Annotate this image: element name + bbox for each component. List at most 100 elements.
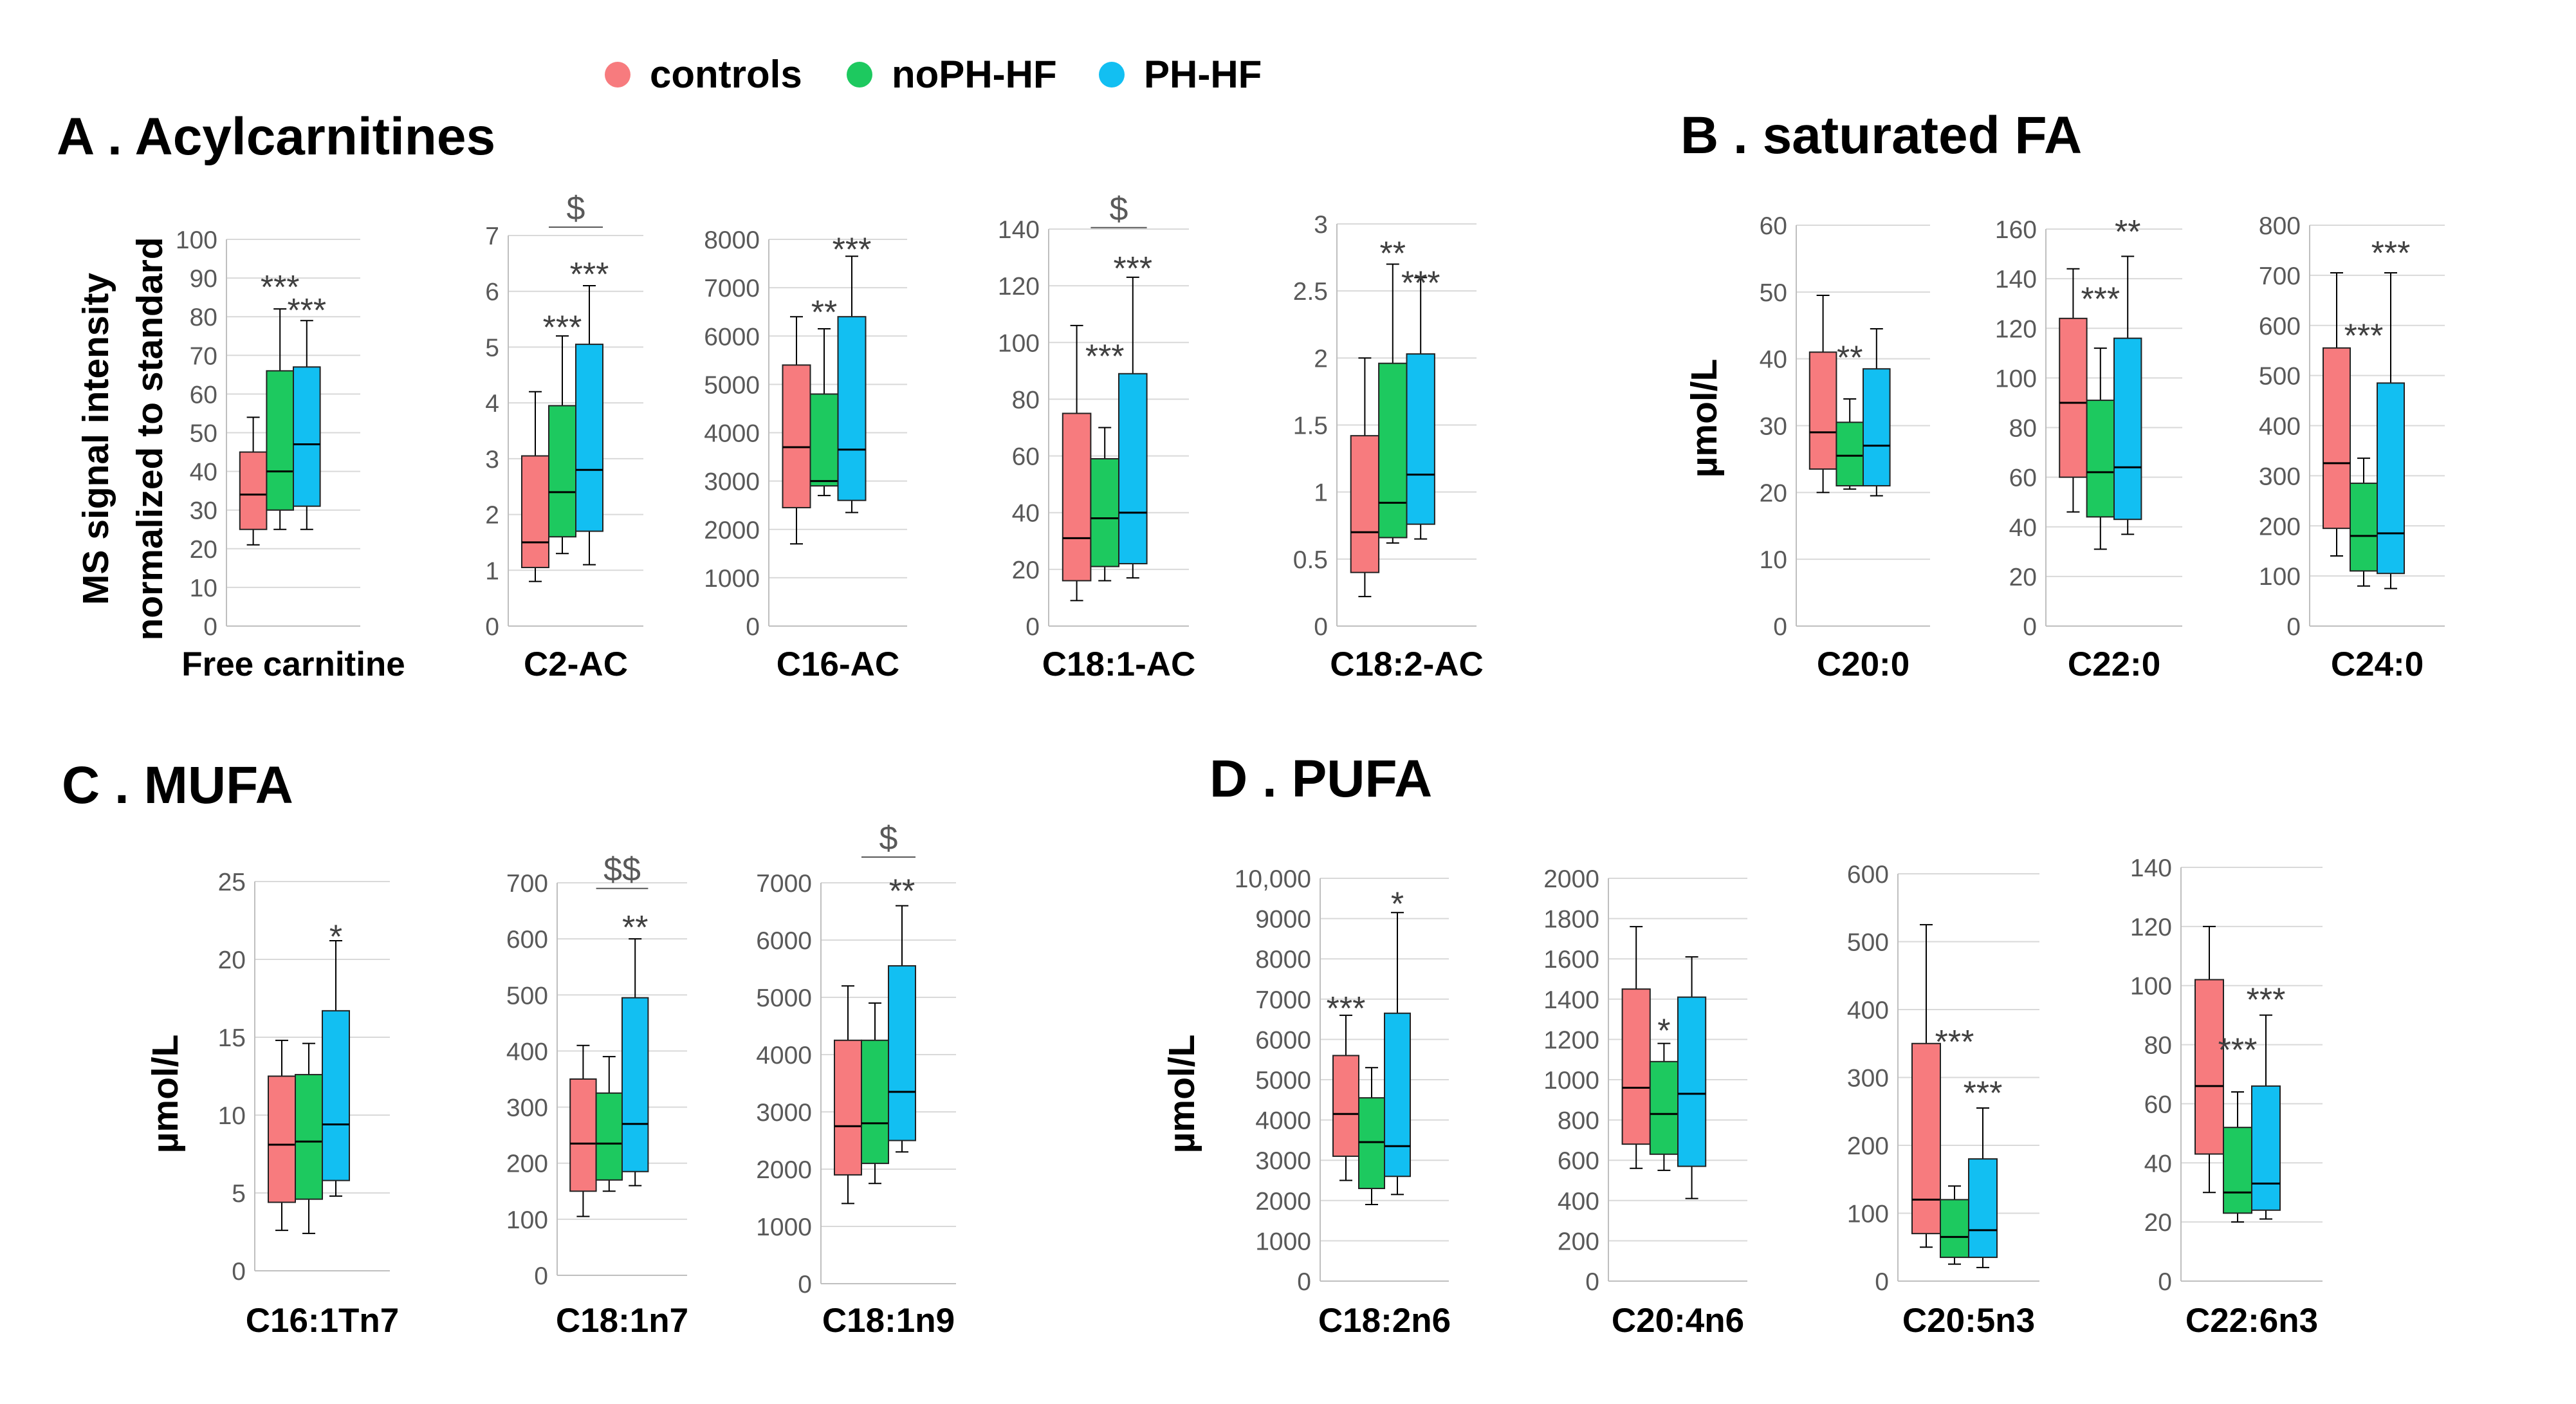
y-tick-label: 120: [2130, 914, 2172, 941]
category-label-c18-1-ac: C18:1-AC: [1042, 645, 1196, 683]
category-label-c16-ac: C16-AC: [777, 645, 899, 683]
box-controls: [1062, 412, 1092, 582]
subchart-c18-2-ac: 0 0.5 1 1.5 2 2.5 3 ***** C18:2-AC: [1293, 211, 1484, 683]
y-tick-label: 1600: [1543, 946, 1599, 974]
box-ph-hf: [1677, 996, 1707, 1167]
y-tick-label: 300: [2259, 463, 2301, 490]
significance-ph-hf: *: [329, 918, 342, 956]
box-controls: [782, 364, 811, 508]
y-tick-label: 5: [232, 1180, 246, 1208]
subchart-c24-0: 0 100 200 300 400 500 600 700 800 *** *** C24:0: [2259, 212, 2445, 683]
legend-label-controls: controls: [650, 53, 802, 96]
y-tick-label: 100: [506, 1206, 548, 1234]
y-tick-label: 2.5: [1293, 278, 1328, 306]
y-tick-label: 200: [2259, 513, 2301, 540]
y-tick-label: 0: [2286, 613, 2301, 641]
significance-noph-hf: **: [1837, 339, 1863, 376]
box-ph-hf: [621, 997, 649, 1172]
subchart-c16-ac: 010002000300040005000600070008000*****C1…: [704, 226, 907, 683]
y-tick-label: 40: [190, 459, 217, 486]
significance-ph-hf: ***: [570, 256, 609, 293]
category-label-c22-0: C22:0: [2068, 645, 2160, 683]
y-tick-label: 200: [1847, 1132, 1889, 1160]
box-noph-hf: [1358, 1097, 1385, 1190]
y-tick-label: 40: [2144, 1150, 2172, 1178]
box-controls: [2323, 347, 2351, 530]
y-tick-label: 90: [190, 265, 217, 293]
y-tick-label: 7000: [704, 275, 760, 302]
y-tick-label: 2000: [756, 1156, 812, 1184]
box-ph-hf: [837, 316, 867, 501]
y-tick-label: 40: [1760, 346, 1787, 374]
y-axis-label-acylcarnitines-line1: MS signal intensity: [75, 273, 116, 605]
y-tick-label: 8000: [704, 226, 760, 254]
y-tick-label: 3000: [704, 468, 760, 496]
subchart-c20-0: 0 10 20 30 40 50 60 ** C20:0: [1760, 212, 1930, 683]
subchart-c18-1n7: 0 100 200 300 400 500 600 700 ** $$ C18:1n7: [506, 851, 688, 1340]
box-controls: [521, 455, 549, 568]
y-tick-label: 200: [506, 1150, 548, 1178]
y-tick-label: 700: [506, 870, 548, 898]
y-tick-label: 700: [2259, 263, 2301, 290]
y-tick-label: 3: [1314, 211, 1328, 239]
box-ph-hf: [2113, 337, 2142, 521]
box-ph-hf: [575, 344, 603, 532]
box-controls: [1808, 351, 1837, 470]
box-noph-hf: [1940, 1199, 1969, 1259]
y-tick-label: 140: [2130, 854, 2172, 882]
comparison-label: $: [879, 820, 898, 857]
y-tick-label: 500: [506, 982, 548, 1010]
category-label-c24-0: C24:0: [2331, 645, 2424, 683]
y-tick-label: 500: [1847, 929, 1889, 957]
significance-ph-hf: **: [622, 909, 648, 947]
category-label-c20-4n6: C20:4n6: [1612, 1302, 1744, 1340]
box-noph-hf: [548, 405, 576, 538]
box-ph-hf: [322, 1010, 350, 1181]
y-tick-label: 0: [1026, 613, 1040, 641]
category-label-c22-6n3: C22:6n3: [2185, 1302, 2318, 1340]
y-tick-label: 0: [746, 613, 760, 641]
box-ph-hf: [1406, 353, 1435, 525]
box-controls: [1332, 1055, 1359, 1157]
subchart-c16-1tn7: 0 5 10 15 20 25 * C16:1Tn7: [218, 869, 400, 1340]
comparison-label: $$: [603, 851, 641, 889]
box-noph-hf: [1378, 362, 1408, 539]
legend-label-ph-hf: PH-HF: [1144, 53, 1262, 96]
category-label-c18-1n7: C18:1n7: [556, 1302, 688, 1340]
y-tick-label: 1: [1314, 479, 1328, 507]
box-controls: [1621, 988, 1651, 1145]
y-tick-label: 400: [1847, 997, 1889, 1024]
significance-ph-hf: ***: [1113, 250, 1152, 288]
y-tick-label: 200: [1558, 1228, 1599, 1255]
y-tick-label: 100: [998, 329, 1040, 357]
panel-title-acylcarnitines: A . Acylcarnitines: [57, 107, 495, 166]
y-tick-label: 100: [2130, 973, 2172, 1001]
y-tick-label: 0: [232, 1258, 246, 1286]
y-tick-label: 50: [1760, 279, 1787, 307]
y-tick-label: 500: [2259, 363, 2301, 391]
significance-ph-hf: ***: [2247, 981, 2286, 1019]
subchart-c2-ac: 0 1 2 3 4 5 6 7 *** *** $ C2-AC: [485, 190, 643, 683]
box-noph-hf: [266, 370, 294, 511]
box-noph-hf: [595, 1092, 623, 1181]
significance-noph-hf: **: [811, 294, 837, 331]
legend: controls noPH-HF PH-HF: [605, 53, 1262, 96]
y-tick-label: 4000: [1255, 1107, 1311, 1135]
significance-ph-hf: ***: [1401, 264, 1440, 302]
y-tick-label: 60: [2144, 1091, 2172, 1118]
y-tick-label: 50: [190, 420, 217, 448]
box-ph-hf: [1118, 373, 1148, 565]
y-tick-label: 100: [2259, 563, 2301, 591]
y-tick-label: 100: [176, 226, 217, 254]
y-tick-label: 20: [190, 536, 217, 564]
significance-noph-hf: ***: [543, 309, 582, 346]
y-tick-label: 60: [2009, 465, 2037, 492]
significance-noph-hf: **: [1380, 236, 1406, 273]
y-tick-label: 4000: [756, 1042, 812, 1069]
y-tick-label: 60: [190, 381, 217, 409]
y-tick-label: 300: [506, 1095, 548, 1122]
box-controls: [2059, 317, 2088, 478]
y-tick-label: 7000: [1255, 986, 1311, 1014]
